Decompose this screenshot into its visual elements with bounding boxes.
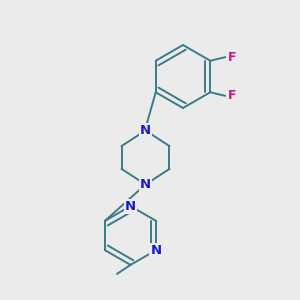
Text: N: N xyxy=(150,244,161,257)
Text: N: N xyxy=(125,200,136,213)
Text: N: N xyxy=(140,124,151,137)
Text: F: F xyxy=(228,89,236,102)
Text: F: F xyxy=(228,51,236,64)
Text: N: N xyxy=(140,178,151,191)
